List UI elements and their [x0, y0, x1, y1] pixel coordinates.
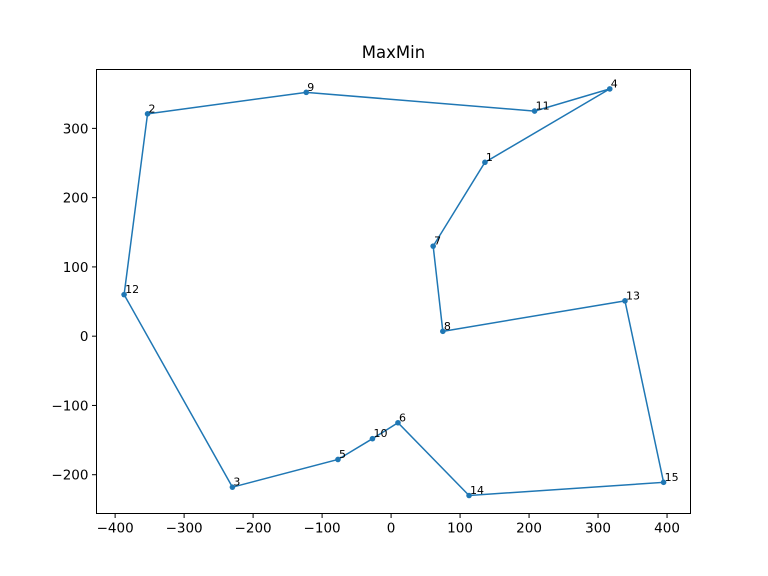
x-axis: −400 −300 −200 −100 0 100 200 300 400	[97, 513, 680, 537]
x-tick-label: 300	[585, 521, 611, 537]
point-marker-4	[606, 86, 613, 92]
point-label-3: 3	[233, 476, 240, 489]
x-tick-label: 400	[654, 521, 680, 537]
point-marker-12	[121, 291, 127, 298]
point-label-9: 9	[307, 81, 314, 94]
point-marker-15	[660, 479, 667, 486]
point-label-8: 8	[444, 320, 451, 333]
point-marker-9	[303, 89, 310, 96]
point-marker-2	[144, 111, 151, 117]
y-tick-label: −200	[51, 468, 88, 484]
axes-frame	[96, 69, 691, 514]
point-marker-13	[622, 298, 628, 304]
x-tick-label: 100	[447, 521, 473, 537]
point-marker-3	[229, 484, 236, 490]
x-tick-label: −200	[235, 521, 272, 537]
y-tick-label: 0	[80, 329, 89, 345]
y-tick-label: 200	[63, 191, 89, 207]
x-tick-label: 200	[516, 521, 542, 537]
point-label-10: 10	[373, 427, 387, 440]
point-labels: 2 9 11 4 1 7 8 13 15 14 6 10 5 3 12	[125, 77, 678, 497]
x-tick-label: −400	[97, 521, 134, 537]
point-label-2: 2	[149, 102, 156, 115]
point-marker-11	[531, 108, 538, 114]
chart-title: MaxMin	[362, 43, 425, 62]
point-label-12: 12	[125, 283, 139, 296]
point-label-1: 1	[486, 151, 493, 164]
y-tick-label: 300	[63, 121, 89, 137]
point-label-6: 6	[399, 411, 406, 424]
point-marker-1	[482, 159, 488, 166]
point-marker-6	[395, 419, 401, 426]
point-marker-7	[430, 243, 436, 249]
point-label-7: 7	[434, 235, 441, 248]
point-label-15: 15	[665, 471, 679, 484]
y-axis: −200 −100 0 100 200 300	[51, 121, 97, 484]
point-marker-10	[369, 435, 376, 442]
point-marker-14	[466, 492, 472, 499]
x-tick-label: −100	[304, 521, 341, 537]
point-label-4: 4	[611, 77, 618, 90]
point-marker-8	[440, 328, 446, 335]
x-tick-label: 0	[387, 521, 396, 537]
point-label-11: 11	[536, 100, 550, 113]
point-marker-5	[335, 456, 341, 463]
point-label-5: 5	[339, 448, 346, 461]
x-tick-label: −300	[166, 521, 203, 537]
point-label-13: 13	[626, 289, 640, 302]
point-label-14: 14	[470, 484, 484, 497]
plot-area: −400 −300 −200 −100 0 100 200 300 400 −200 −100 0 1…	[51, 77, 680, 536]
route-line	[123, 88, 665, 497]
y-tick-label: −100	[51, 398, 88, 414]
y-tick-label: 100	[63, 260, 89, 276]
point-markers	[121, 86, 667, 499]
